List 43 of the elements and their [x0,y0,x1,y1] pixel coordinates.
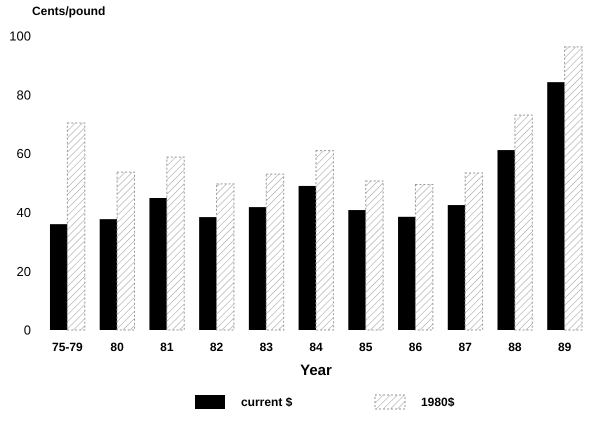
bar [497,150,515,330]
bar [50,224,68,330]
bar [248,207,266,330]
bar [414,184,434,330]
x-tick-label: 87 [458,340,472,354]
x-tick-label: 81 [160,340,174,354]
y-tick-label: 80 [16,87,31,102]
bar [149,198,167,330]
bar [316,150,334,330]
bar [365,180,384,330]
bar [216,183,234,330]
bar [448,205,466,330]
x-tick-label: 84 [309,340,323,354]
y-tick-label: 40 [16,204,31,220]
x-tick-label: 80 [110,340,124,354]
bar [199,217,217,330]
bar [66,122,86,330]
y-tick-label: 60 [16,146,31,162]
x-tick-label: 75-79 [52,340,84,354]
y-axis-title: Cents/pound [32,4,106,18]
x-tick-label: 86 [408,340,422,354]
legend-label: 1980$ [421,395,455,410]
x-tick-label: 83 [260,340,274,354]
x-tick-label: 88 [508,340,522,354]
y-tick-label: 20 [16,264,31,279]
bar [547,82,565,330]
legend-label: current $ [241,395,293,410]
bar [398,216,416,330]
bar [166,156,185,330]
bar [266,174,284,330]
bar [348,210,366,330]
bar [100,219,118,330]
x-tick-label: 85 [359,340,373,354]
x-tick-label: 82 [210,340,224,354]
bar [514,114,533,330]
bar [464,172,484,330]
y-tick-label: 100 [9,28,31,44]
x-tick-label: 89 [558,340,572,354]
bar [298,186,316,330]
x-axis-title: Year [300,362,332,379]
y-tick-label: 0 [24,322,31,338]
bar [116,172,136,330]
bar [564,46,583,330]
